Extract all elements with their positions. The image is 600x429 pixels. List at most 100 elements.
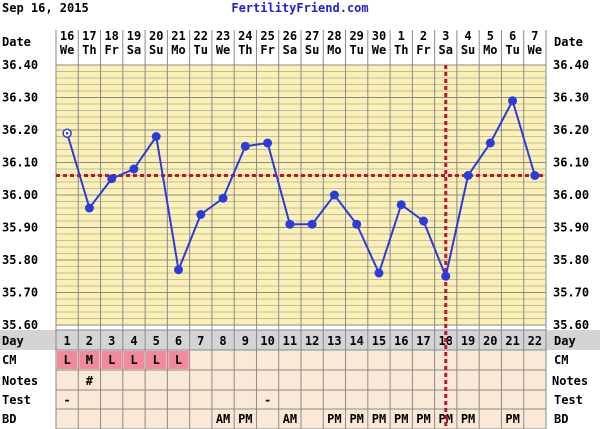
x-tick-weekday: We bbox=[216, 43, 230, 57]
cycle-day-label: 6 bbox=[175, 334, 182, 348]
cycle-day-label: 1 bbox=[64, 334, 71, 348]
cycle-day-label: 9 bbox=[242, 334, 249, 348]
x-tick-date: 6 bbox=[509, 29, 516, 43]
bd-row-label-right: BD bbox=[554, 412, 568, 426]
cycle-day-label: 15 bbox=[372, 334, 386, 348]
day-row-label: Day bbox=[2, 334, 24, 348]
cm-cell bbox=[101, 351, 122, 369]
x-tick-date: 27 bbox=[305, 29, 319, 43]
temperature-point bbox=[485, 138, 495, 148]
x-tick-weekday: Tu bbox=[505, 43, 519, 57]
test-row-label: Test bbox=[2, 393, 31, 407]
cycle-day-label: 2 bbox=[86, 334, 93, 348]
cm-value: L bbox=[130, 353, 137, 367]
x-tick-weekday: Fr bbox=[104, 43, 118, 57]
temperature-point bbox=[396, 200, 406, 210]
cycle-day-label: 19 bbox=[461, 334, 475, 348]
y-tick-label-right: 36.20 bbox=[553, 123, 589, 137]
y-tick-label-right: 36.30 bbox=[553, 91, 589, 105]
x-tick-weekday: We bbox=[528, 43, 542, 57]
x-tick-date: 18 bbox=[104, 29, 118, 43]
cm-cell bbox=[168, 351, 189, 369]
x-tick-weekday: Fr bbox=[260, 43, 274, 57]
site-brand: FertilityFriend.com bbox=[231, 1, 368, 15]
cycle-day-label: 5 bbox=[153, 334, 160, 348]
x-tick-date: 7 bbox=[531, 29, 538, 43]
cycle-day-label: 10 bbox=[260, 334, 274, 348]
x-tick-date: 17 bbox=[82, 29, 96, 43]
x-tick-date: 30 bbox=[372, 29, 386, 43]
y-tick-label-right: 35.80 bbox=[553, 253, 589, 267]
cycle-day-label: 22 bbox=[528, 334, 542, 348]
x-tick-date: 5 bbox=[487, 29, 494, 43]
cycle-day-label: 12 bbox=[305, 334, 319, 348]
x-tick-weekday: Sa bbox=[127, 43, 141, 57]
y-tick-label: 35.70 bbox=[2, 286, 38, 300]
x-tick-weekday: We bbox=[60, 43, 74, 57]
y-tick-label-right: 36.10 bbox=[553, 156, 589, 170]
bd-value: PM bbox=[416, 412, 430, 426]
temperature-point bbox=[419, 216, 428, 226]
x-tick-date: 24 bbox=[238, 29, 252, 43]
x-tick-date: 21 bbox=[171, 29, 185, 43]
x-tick-weekday: Sa bbox=[439, 43, 453, 57]
temperature-point bbox=[218, 193, 228, 203]
x-tick-weekday: We bbox=[372, 43, 386, 57]
cm-value: L bbox=[153, 353, 160, 367]
x-tick-date: 19 bbox=[127, 29, 141, 43]
x-tick-weekday: Su bbox=[149, 43, 163, 57]
temperature-point bbox=[329, 190, 339, 200]
bd-value: PM bbox=[238, 412, 252, 426]
y-tick-label-right: 36.00 bbox=[553, 188, 589, 202]
temperature-point bbox=[84, 203, 94, 213]
y-tick-label: 35.80 bbox=[2, 253, 38, 267]
notes-row-label-right: Notes bbox=[552, 374, 588, 388]
temperature-point bbox=[151, 132, 161, 141]
cm-value: L bbox=[108, 353, 115, 367]
cycle-day-label: 3 bbox=[108, 334, 115, 348]
temperature-point bbox=[285, 219, 295, 229]
cycle-day-label: 14 bbox=[349, 334, 363, 348]
date-row-label-right: Date bbox=[554, 35, 583, 49]
cycle-day-label: 21 bbox=[505, 334, 519, 348]
bd-value: PM bbox=[505, 412, 519, 426]
temperature-point bbox=[352, 219, 362, 229]
bd-value: PM bbox=[372, 412, 386, 426]
bd-value: AM bbox=[283, 412, 297, 426]
x-tick-weekday: Tu bbox=[349, 43, 363, 57]
x-tick-weekday: Mo bbox=[171, 43, 185, 57]
bd-value: PM bbox=[394, 412, 408, 426]
test-value: - bbox=[64, 393, 71, 407]
y-tick-label-right: 35.70 bbox=[553, 286, 589, 300]
test-row-label-right: Test bbox=[554, 393, 583, 407]
x-tick-weekday: Fr bbox=[416, 43, 430, 57]
cycle-day-label: 7 bbox=[197, 334, 204, 348]
cm-value: M bbox=[86, 353, 93, 367]
temperature-point-open-dot bbox=[65, 131, 69, 135]
header-date: Sep 16, 2015 bbox=[2, 1, 89, 15]
temperature-point bbox=[374, 268, 384, 278]
table-rows: 12345678910111213141516171819202122LMLLL… bbox=[0, 329, 600, 429]
x-tick-weekday: Sa bbox=[283, 43, 297, 57]
temperature-point bbox=[196, 210, 206, 219]
cm-row-label: CM bbox=[2, 353, 16, 367]
cm-value: L bbox=[175, 353, 182, 367]
cycle-day-label: 17 bbox=[416, 334, 430, 348]
y-tick-label: 35.90 bbox=[2, 221, 38, 235]
x-tick-weekday: Mo bbox=[483, 43, 497, 57]
cm-cell bbox=[146, 351, 167, 369]
y-tick-label: 36.40 bbox=[2, 58, 38, 72]
y-tick-label: 36.20 bbox=[2, 123, 38, 137]
temperature-point bbox=[107, 174, 117, 184]
cm-cell bbox=[57, 351, 78, 369]
x-tick-weekday: Th bbox=[394, 43, 408, 57]
bd-value: AM bbox=[216, 412, 230, 426]
date-row-label: Date bbox=[2, 35, 31, 49]
x-tick-date: 23 bbox=[216, 29, 230, 43]
x-tick-date: 4 bbox=[464, 29, 471, 43]
temperature-point bbox=[463, 171, 473, 180]
temperature-series-line bbox=[66, 98, 536, 280]
x-tick-date: 20 bbox=[149, 29, 163, 43]
x-tick-weekday: Tu bbox=[194, 43, 208, 57]
y-tick-label-right: 36.40 bbox=[553, 58, 589, 72]
